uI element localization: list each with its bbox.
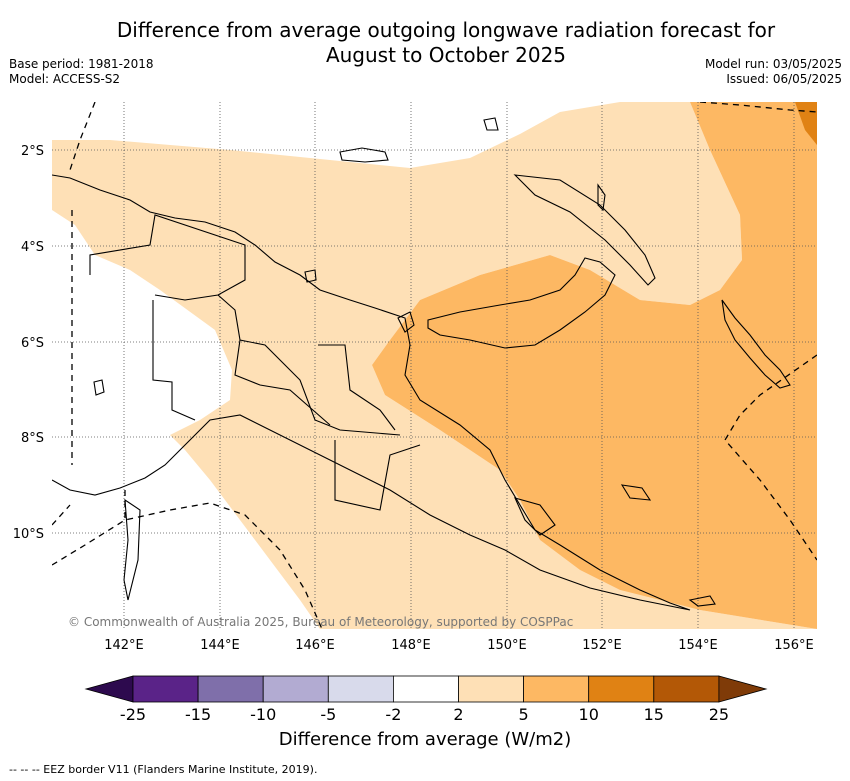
provincial-boundary (234, 339, 331, 426)
eez-border (699, 102, 817, 113)
latitude-label: 8°S (21, 431, 44, 446)
island (597, 183, 606, 212)
colorbar-tick-label: 5 (519, 705, 529, 724)
colorbar-swatch (392, 675, 459, 703)
eez-border (52, 502, 323, 629)
colorbar-tick-label: -2 (385, 705, 401, 724)
provincial-boundary (89, 214, 246, 301)
provincial-boundary (217, 294, 401, 436)
meta-left: Base period: 1981-2018 Model: ACCESS-S2 (9, 57, 154, 87)
provincial-boundary (334, 440, 421, 511)
longitude-label: 154°E (678, 638, 718, 653)
provincial-boundary (318, 344, 396, 431)
latitude-label: 10°S (13, 527, 44, 542)
base-period: Base period: 1981-2018 (9, 57, 154, 71)
colorbar: -25 -15 -10 -5 -2 2 5 10 15 25 (84, 675, 768, 724)
eez-border (52, 504, 71, 526)
colorbar-tick-label: 2 (453, 705, 463, 724)
manus-island (339, 147, 389, 163)
latitude-label: 2°S (21, 144, 44, 159)
colorbar-label: Difference from average (W/m2) (278, 729, 572, 750)
longitude-label: 144°E (200, 638, 240, 653)
colorbar-tick-label: -25 (120, 705, 146, 724)
longitude-label: 156°E (774, 638, 814, 653)
longitude-labels: 142°E 144°E 146°E 148°E 150°E 152°E 154°E 156°E (104, 638, 814, 653)
title-line-2: August to October 2025 (325, 43, 567, 67)
anomaly-region-10-to-15 (795, 102, 817, 145)
new-britain-coast (427, 257, 616, 349)
eez-border (69, 102, 96, 171)
colorbar-tick-label: -15 (185, 705, 211, 724)
longitude-label: 146°E (295, 638, 335, 653)
eez-borders (52, 102, 817, 629)
longitude-label: 142°E (104, 638, 144, 653)
colorbar-swatch (262, 675, 329, 703)
colorbar-swatch (132, 675, 199, 703)
latitude-label: 6°S (21, 336, 44, 351)
colorbar-swatch (197, 675, 264, 703)
map-area: © Commonwealth of Australia 2025, Bureau… (52, 102, 817, 629)
island (514, 497, 556, 536)
colorbar-extension-low (84, 675, 134, 703)
colorbar-swatch (588, 675, 655, 703)
model-name: Model: ACCESS-S2 (9, 72, 121, 86)
anomaly-region-2-to-5 (52, 102, 817, 629)
new-ireland-coast (513, 174, 656, 286)
international-border (152, 300, 196, 421)
model-run: Model run: 03/05/2025 (704, 57, 842, 71)
new-guinea-coast (52, 174, 691, 611)
longitude-label: 148°E (391, 638, 431, 653)
colorbar-swatch (523, 675, 590, 703)
colorbar-tick-label: -10 (250, 705, 276, 724)
copyright-notice: © Commonwealth of Australia 2025, Bureau… (68, 615, 573, 629)
colorbar-tick-label: -5 (320, 705, 336, 724)
issued-date: Issued: 06/05/2025 (726, 72, 842, 86)
colorbar-extension-high (718, 675, 768, 703)
colorbar-swatch (653, 675, 720, 703)
bougainville-coast (721, 299, 791, 389)
latitude-label: 4°S (21, 240, 44, 255)
colorbar-swatch (327, 675, 394, 703)
meta-right: Model run: 03/05/2025 Issued: 06/05/2025 (705, 57, 842, 87)
island (93, 379, 105, 396)
eez-border (724, 354, 817, 561)
coastlines (52, 117, 791, 611)
colorbar-tick-label: 10 (579, 705, 599, 724)
island (123, 498, 141, 601)
latitude-labels: 2°S 4°S 6°S 8°S 10°S (13, 144, 44, 542)
colorbar-tick-label: 15 (644, 705, 664, 724)
longitude-label: 150°E (487, 638, 527, 653)
island (304, 269, 317, 283)
island (688, 595, 716, 607)
title-line-1: Difference from average outgoing longwav… (116, 18, 776, 42)
colorbar-swatch (458, 675, 524, 703)
longitude-label: 152°E (582, 638, 622, 653)
anomaly-region-5-to-10 (372, 102, 817, 629)
colorbar-tick-label: 25 (709, 705, 729, 724)
map-title: Difference from average outgoing longwav… (90, 18, 802, 68)
island (620, 484, 652, 501)
island (397, 311, 415, 333)
eez-footnote: -- -- -- EEZ border V11 (Flanders Marine… (9, 763, 318, 776)
island (483, 117, 499, 131)
